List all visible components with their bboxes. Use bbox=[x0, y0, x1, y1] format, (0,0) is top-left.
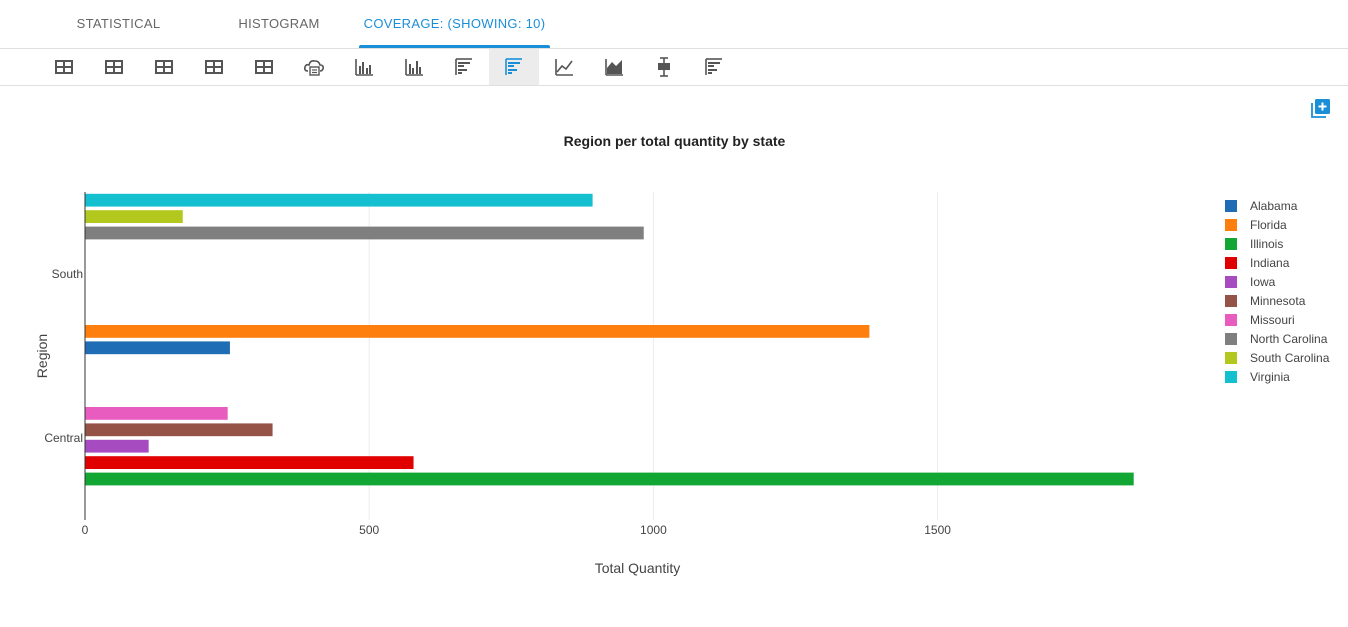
horizontal-grouped-bar-chart-button[interactable] bbox=[489, 49, 539, 85]
vertical-bar-chart-icon bbox=[405, 59, 423, 76]
horizontal-bar-chart-icon bbox=[705, 58, 722, 75]
bar-minnesota bbox=[85, 423, 273, 437]
bar-virginia bbox=[85, 193, 593, 207]
legend-swatch bbox=[1225, 200, 1237, 212]
legend-swatch bbox=[1225, 371, 1237, 383]
table-view-button[interactable] bbox=[89, 49, 139, 85]
legend-label: Alabama bbox=[1250, 199, 1298, 213]
legend-swatch bbox=[1225, 314, 1237, 326]
horizontal-bar-chart-button[interactable] bbox=[689, 49, 739, 85]
legend-swatch bbox=[1225, 333, 1237, 345]
legend-label: North Carolina bbox=[1250, 332, 1328, 346]
table-icon bbox=[105, 60, 123, 74]
area-chart-icon bbox=[605, 59, 623, 76]
box-plot-icon bbox=[658, 57, 670, 77]
horizontal-grouped-bar-chart-icon bbox=[505, 58, 522, 75]
area-chart-button[interactable] bbox=[589, 49, 639, 85]
legend-swatch bbox=[1225, 219, 1237, 231]
tab-histogram[interactable]: HISTOGRAM bbox=[238, 16, 320, 31]
y-tick-label: Central bbox=[44, 431, 83, 445]
bar-chart: Region per total quantity by state 0 500 10… bbox=[34, 133, 1330, 576]
y-tick-label: South bbox=[52, 267, 83, 281]
bar-indiana bbox=[85, 456, 414, 469]
legend-label: Virginia bbox=[1250, 370, 1290, 384]
y-axis-label: Region bbox=[34, 334, 50, 378]
table-view-button[interactable] bbox=[39, 49, 89, 85]
horizontal-bar-chart-icon bbox=[455, 58, 472, 75]
table-icon bbox=[205, 60, 223, 74]
legend-label: Iowa bbox=[1250, 275, 1276, 289]
horizontal-bar-chart-button[interactable] bbox=[439, 49, 489, 85]
bar-iowa bbox=[85, 439, 149, 453]
legend-swatch bbox=[1225, 257, 1237, 269]
legend-label: Indiana bbox=[1250, 256, 1290, 270]
x-tick-label: 1500 bbox=[924, 523, 951, 537]
vertical-bar-chart-icon bbox=[355, 59, 373, 76]
table-icon bbox=[55, 60, 73, 74]
legend-swatch bbox=[1225, 238, 1237, 250]
tab-coverage[interactable]: COVERAGE: (SHOWING: 10) bbox=[359, 0, 550, 48]
line-chart-button[interactable] bbox=[539, 49, 589, 85]
legend-label: Minnesota bbox=[1250, 294, 1306, 308]
bar-south-carolina bbox=[85, 210, 183, 223]
legend-swatch bbox=[1225, 276, 1237, 288]
x-tick-label: 0 bbox=[82, 523, 89, 537]
bar-missouri bbox=[85, 407, 228, 420]
bar-north-carolina bbox=[85, 226, 644, 240]
chart-type-toolbar bbox=[0, 49, 1348, 86]
cloud-icon bbox=[304, 60, 324, 76]
chart-title: Region per total quantity by state bbox=[564, 133, 786, 149]
table-view-button[interactable] bbox=[139, 49, 189, 85]
add-chart-button[interactable] bbox=[1310, 97, 1332, 119]
legend-label: South Carolina bbox=[1250, 351, 1330, 365]
legend-label: Illinois bbox=[1250, 237, 1283, 251]
tab-bar: STATISTICAL HISTOGRAM COVERAGE: (SHOWING… bbox=[0, 0, 1348, 49]
box-plot-button[interactable] bbox=[639, 49, 689, 85]
add-chart-icon bbox=[1311, 99, 1330, 118]
x-axis-label: Total Quantity bbox=[595, 560, 681, 576]
legend-label: Florida bbox=[1250, 218, 1287, 232]
legend-swatch bbox=[1225, 352, 1237, 364]
bar-illinois bbox=[85, 472, 1134, 486]
x-tick-label: 1000 bbox=[640, 523, 667, 537]
line-chart-icon bbox=[555, 59, 573, 76]
table-icon bbox=[255, 60, 273, 74]
table-view-button[interactable] bbox=[189, 49, 239, 85]
bar-alabama bbox=[85, 341, 230, 355]
tab-statistical[interactable]: STATISTICAL bbox=[76, 16, 161, 31]
bar-florida bbox=[85, 325, 870, 338]
vertical-bar-chart-button[interactable] bbox=[339, 49, 389, 85]
table-icon bbox=[155, 60, 173, 74]
table-view-button[interactable] bbox=[239, 49, 289, 85]
legend-swatch bbox=[1225, 295, 1237, 307]
legend-label: Missouri bbox=[1250, 313, 1295, 327]
word-cloud-button[interactable] bbox=[289, 49, 339, 85]
x-tick-label: 500 bbox=[359, 523, 379, 537]
vertical-bar-chart-button[interactable] bbox=[389, 49, 439, 85]
